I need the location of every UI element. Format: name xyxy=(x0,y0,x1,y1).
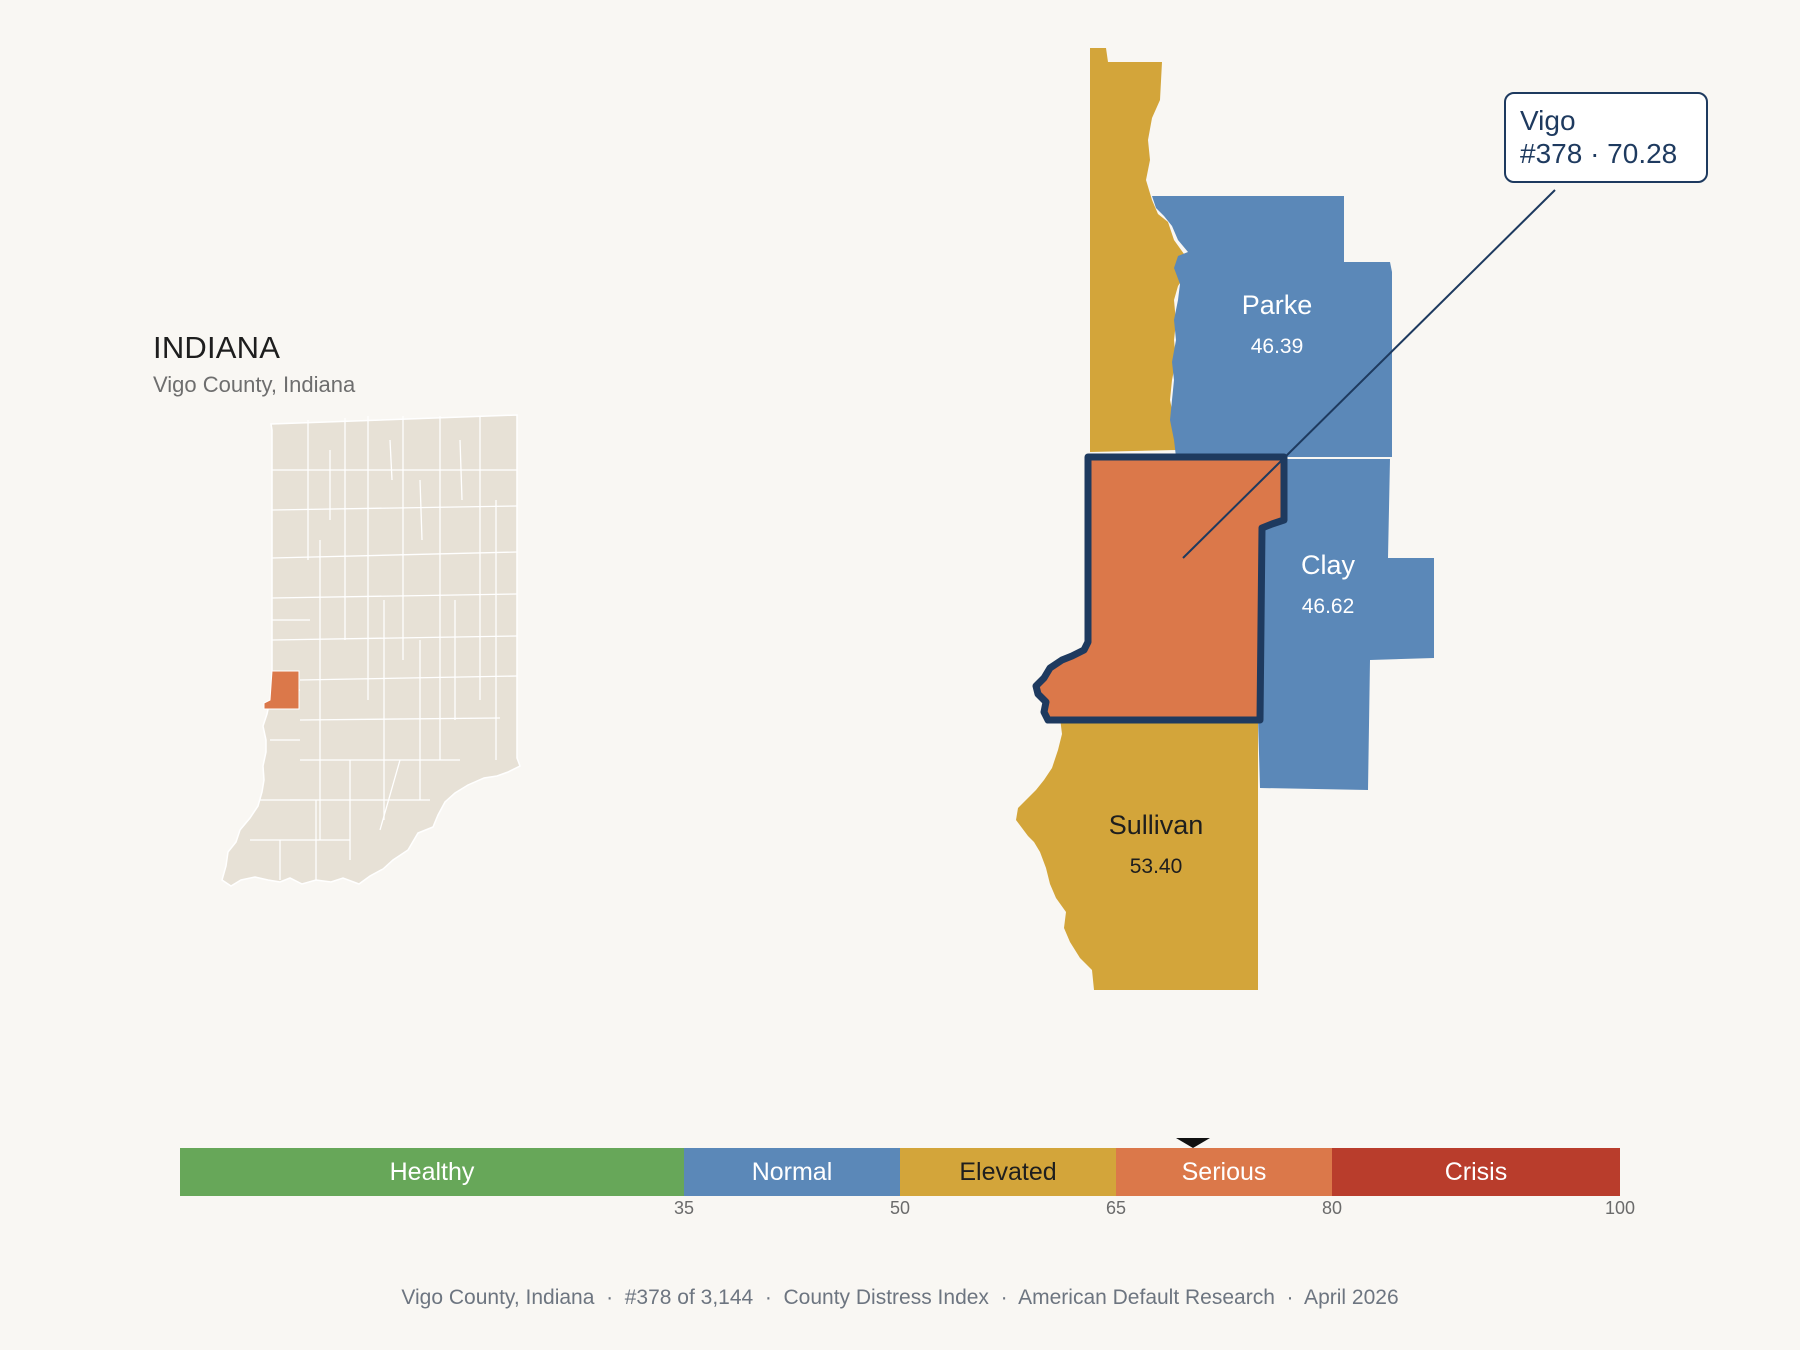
tick-35: 35 xyxy=(673,1198,695,1218)
vigo-locator-highlight xyxy=(263,670,300,710)
clay-value: 46.62 xyxy=(1301,595,1355,618)
main-map xyxy=(1016,48,1556,990)
clay-name: Clay xyxy=(1300,550,1355,580)
band-crisis: Crisis xyxy=(1332,1148,1620,1196)
tick-65: 65 xyxy=(1105,1198,1127,1218)
tick-100: 100 xyxy=(1604,1198,1636,1218)
parke-county xyxy=(1152,196,1392,457)
county-label-clay: Clay 46.62 xyxy=(1268,550,1388,619)
band-normal: Normal xyxy=(684,1148,900,1196)
indiana-outline xyxy=(221,414,521,887)
county-label-sullivan: Sullivan 53.40 xyxy=(1086,810,1226,879)
vigo-county xyxy=(1032,453,1288,724)
footer-credits: Vigo County, Indiana · #378 of 3,144 · C… xyxy=(401,1286,1399,1309)
scale-marker-triangle xyxy=(1176,1138,1210,1148)
band-serious: Serious xyxy=(1116,1148,1332,1196)
tick-50: 50 xyxy=(889,1198,911,1218)
state-subtitle: Vigo County, Indiana xyxy=(153,372,356,397)
sullivan-county xyxy=(1016,718,1258,990)
state-title: INDIANA xyxy=(153,330,281,365)
sullivan-value: 53.40 xyxy=(1129,855,1183,878)
callout-leader-line xyxy=(1182,189,1556,559)
sullivan-name: Sullivan xyxy=(1108,810,1204,840)
county-label-parke: Parke 46.39 xyxy=(1217,290,1337,359)
band-healthy: Healthy xyxy=(180,1148,684,1196)
vigo-callout: Vigo #378 · 70.28 xyxy=(1504,92,1708,183)
indiana-locator-map xyxy=(221,414,521,887)
parke-name: Parke xyxy=(1241,290,1313,320)
vermillion-county xyxy=(1090,48,1186,452)
clay-county xyxy=(1258,459,1434,790)
callout-county-name: Vigo xyxy=(1520,105,1576,136)
parke-value: 46.39 xyxy=(1250,335,1304,358)
tick-80: 80 xyxy=(1321,1198,1343,1218)
band-elevated: Elevated xyxy=(900,1148,1116,1196)
county-boundaries xyxy=(250,416,518,880)
callout-rank-value: #378 · 70.28 xyxy=(1520,138,1678,169)
